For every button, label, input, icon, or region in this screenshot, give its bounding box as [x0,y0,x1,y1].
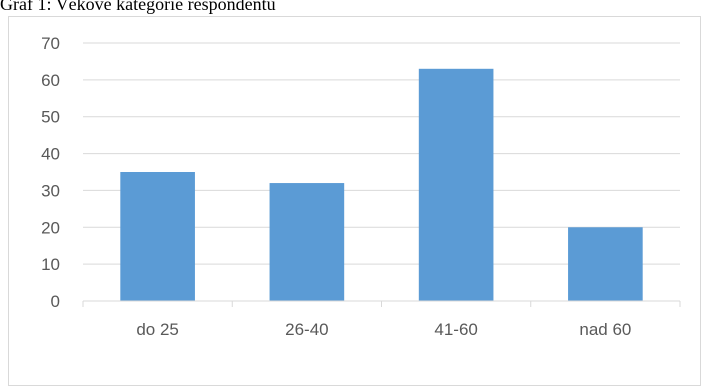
x-tick-label: 26-40 [285,320,328,339]
y-tick-label: 70 [41,34,60,53]
y-tick-label: 50 [41,108,60,127]
bars [120,68,643,301]
y-tick-label: 40 [41,145,60,164]
y-tick-label: 10 [41,255,60,274]
bar [269,183,345,301]
y-tick-label: 20 [41,218,60,237]
y-tick-label: 30 [41,181,60,200]
y-tick-label: 60 [41,71,60,90]
axes [82,300,681,307]
tick-labels: 0 10 20 30 40 50 60 70 do 25 26-40 41-60 nad 60 [41,34,631,339]
y-tick-label: 0 [51,292,60,311]
chart-caption: Graf 1: Věkové kategorie respondentů [0,0,276,14]
bar [418,68,494,301]
x-tick-label: 41-60 [434,320,477,339]
x-tick-label: nad 60 [579,320,631,339]
x-tick-label: do 25 [136,320,179,339]
bar [120,172,195,301]
bar [568,227,643,301]
